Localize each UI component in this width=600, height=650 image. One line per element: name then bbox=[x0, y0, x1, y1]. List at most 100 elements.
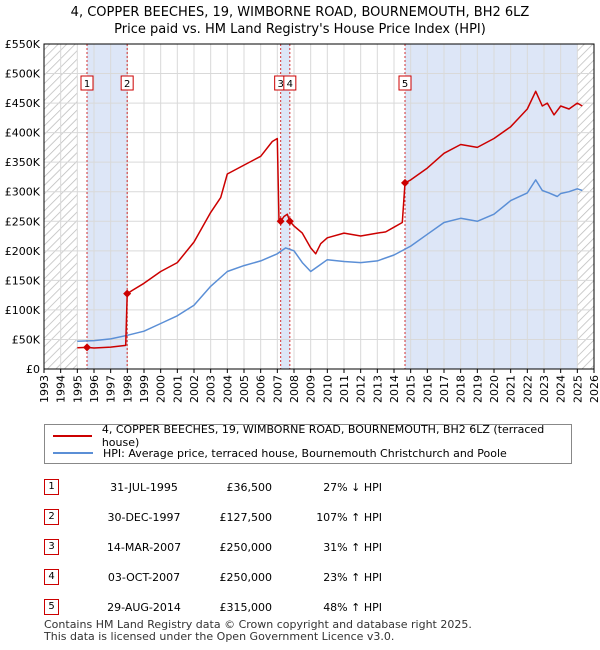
y-tick-label: £150K bbox=[5, 274, 41, 287]
sale-point bbox=[401, 178, 409, 187]
sale-number-badge: 3 bbox=[44, 539, 59, 555]
sale-number-badge: 1 bbox=[44, 479, 59, 495]
y-tick-label: £550K bbox=[5, 38, 41, 51]
sale-price: £36,500 bbox=[226, 480, 273, 494]
shaded-region bbox=[280, 44, 290, 369]
x-tick-label: 2007 bbox=[271, 375, 284, 403]
table-row: 3 14-MAR-2007 £250,000 31% ↑ HPI bbox=[44, 532, 382, 562]
x-tick-label: 2020 bbox=[488, 375, 501, 403]
sale-number-label: 3 bbox=[277, 79, 283, 90]
sale-hpi: 48% ↑ HPI bbox=[323, 600, 382, 614]
title-line-2: Price paid vs. HM Land Registry's House … bbox=[114, 22, 486, 37]
legend-swatch-hpi bbox=[53, 452, 93, 454]
sales-table: 1 31-JUL-1995 £36,500 27% ↓ HPI 2 30-DEC… bbox=[44, 472, 382, 622]
x-tick-label: 2003 bbox=[205, 375, 218, 403]
x-tick-label: 1994 bbox=[55, 375, 68, 403]
sale-date: 03-OCT-2007 bbox=[107, 570, 181, 584]
y-tick-label: £0 bbox=[26, 363, 40, 376]
sale-number-label: 4 bbox=[287, 79, 293, 90]
footer: Contains HM Land Registry data © Crown c… bbox=[44, 619, 472, 643]
sale-point bbox=[285, 217, 294, 226]
footer-copyright: Contains HM Land Registry data © Crown c… bbox=[44, 618, 472, 631]
sale-price: £315,000 bbox=[219, 600, 273, 614]
x-tick-label: 2021 bbox=[505, 375, 518, 403]
property-price-line bbox=[77, 90, 583, 349]
sale-hpi: 23% ↑ HPI bbox=[323, 570, 382, 584]
x-tick-label: 2012 bbox=[355, 375, 368, 403]
shaded-region bbox=[87, 44, 128, 369]
y-tick-label: £350K bbox=[5, 156, 41, 169]
y-tick-label: £400K bbox=[5, 127, 41, 140]
chart-title: 4, COPPER BEECHES, 19, WIMBORNE ROAD, BO… bbox=[0, 4, 600, 38]
sale-number-badge: 5 bbox=[44, 599, 59, 615]
sale-price: £127,500 bbox=[219, 510, 273, 524]
x-tick-label: 2023 bbox=[538, 375, 551, 403]
x-tick-label: 1995 bbox=[71, 375, 84, 403]
sale-date: 29-AUG-2014 bbox=[107, 600, 181, 614]
shaded-region bbox=[405, 44, 578, 369]
sale-point bbox=[83, 343, 91, 352]
x-tick-label: 2011 bbox=[338, 375, 351, 403]
sale-number-badge: 4 bbox=[44, 569, 59, 585]
sale-point bbox=[276, 217, 285, 226]
x-tick-label: 2022 bbox=[521, 375, 534, 403]
x-tick-label: 1996 bbox=[88, 375, 101, 403]
x-tick-label: 1997 bbox=[105, 375, 118, 403]
x-tick-label: 2015 bbox=[405, 375, 418, 403]
x-tick-label: 1993 bbox=[38, 375, 51, 403]
sale-hpi: 107% ↑ HPI bbox=[316, 510, 382, 524]
x-tick-label: 2006 bbox=[255, 375, 268, 403]
y-tick-label: £450K bbox=[5, 97, 41, 110]
sale-date: 14-MAR-2007 bbox=[106, 540, 182, 554]
legend-item-hpi: HPI: Average price, terraced house, Bour… bbox=[53, 445, 507, 461]
x-tick-label: 2000 bbox=[155, 375, 168, 403]
legend: 4, COPPER BEECHES, 19, WIMBORNE ROAD, BO… bbox=[44, 423, 572, 464]
x-tick-label: 2024 bbox=[555, 375, 568, 403]
sale-number-label: 5 bbox=[402, 79, 408, 90]
x-tick-label: 2026 bbox=[588, 375, 600, 403]
sale-number-box bbox=[398, 75, 412, 91]
y-tick-label: £50K bbox=[12, 333, 41, 346]
x-tick-label: 2016 bbox=[421, 375, 434, 403]
x-tick-label: 2013 bbox=[371, 375, 384, 403]
sale-date: 31-JUL-1995 bbox=[110, 480, 178, 494]
y-tick-label: £100K bbox=[5, 304, 41, 317]
x-tick-label: 2019 bbox=[471, 375, 484, 403]
legend-swatch-property bbox=[53, 435, 92, 437]
x-tick-label: 1999 bbox=[138, 375, 151, 403]
legend-label-hpi: HPI: Average price, terraced house, Bour… bbox=[103, 446, 507, 460]
sale-date: 30-DEC-1997 bbox=[107, 510, 181, 524]
legend-item-property: 4, COPPER BEECHES, 19, WIMBORNE ROAD, BO… bbox=[53, 423, 571, 449]
x-tick-label: 2014 bbox=[388, 375, 401, 403]
sale-hpi: 27% ↓ HPI bbox=[323, 480, 382, 494]
legend-label-property: 4, COPPER BEECHES, 19, WIMBORNE ROAD, BO… bbox=[101, 423, 545, 449]
y-tick-label: £300K bbox=[5, 186, 41, 199]
x-tick-label: 2009 bbox=[305, 375, 318, 403]
sale-number-label: 2 bbox=[124, 79, 130, 90]
table-row: 5 29-AUG-2014 £315,000 48% ↑ HPI bbox=[44, 592, 382, 622]
y-tick-label: £250K bbox=[5, 215, 41, 228]
x-tick-label: 2002 bbox=[188, 375, 201, 403]
footer-licence: This data is licensed under the Open Gov… bbox=[44, 630, 395, 643]
y-tick-label: £500K bbox=[5, 68, 41, 81]
x-tick-label: 2017 bbox=[438, 375, 451, 403]
x-tick-label: 2018 bbox=[455, 375, 468, 403]
x-tick-label: 2025 bbox=[571, 375, 584, 403]
x-tick-label: 2004 bbox=[221, 375, 234, 403]
table-row: 1 31-JUL-1995 £36,500 27% ↓ HPI bbox=[44, 472, 382, 502]
x-tick-label: 1998 bbox=[121, 375, 134, 403]
sale-hpi: 31% ↑ HPI bbox=[323, 540, 382, 554]
sale-number-label: 1 bbox=[84, 79, 90, 90]
sale-number-box bbox=[120, 75, 134, 91]
title-line-1: 4, COPPER BEECHES, 19, WIMBORNE ROAD, BO… bbox=[70, 5, 530, 20]
y-tick-label: £200K bbox=[5, 245, 41, 258]
sale-number-box bbox=[283, 75, 297, 91]
x-tick-label: 2008 bbox=[288, 375, 301, 403]
sale-price: £250,000 bbox=[219, 570, 273, 584]
plot-frame bbox=[43, 43, 595, 370]
x-tick-label: 2005 bbox=[238, 375, 251, 403]
x-tick-label: 2010 bbox=[321, 375, 334, 403]
x-tick-label: 2001 bbox=[171, 375, 184, 403]
sale-price: £250,000 bbox=[219, 540, 273, 554]
sale-number-badge: 2 bbox=[44, 509, 59, 525]
